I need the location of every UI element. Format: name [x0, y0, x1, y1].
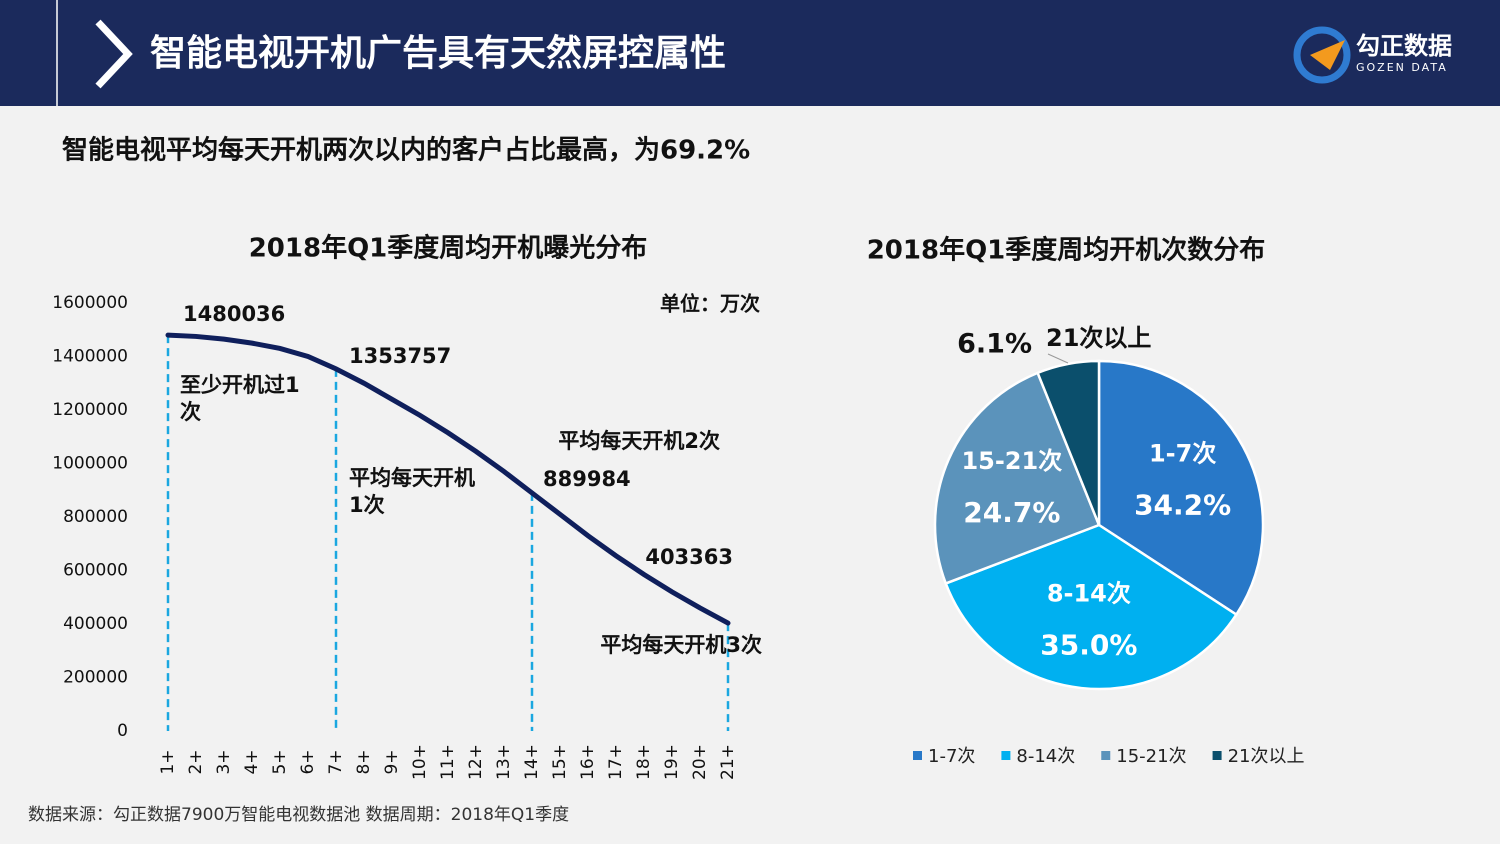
slice-label: 6.1%: [957, 329, 1032, 360]
x-tick-label: 5+: [270, 749, 290, 774]
unit-label: 单位：万次: [660, 292, 760, 316]
legend-swatch: [1001, 751, 1011, 760]
annotation: 平均每天开机2次: [558, 429, 720, 453]
annotation: 平均每天开机 1次: [349, 466, 475, 517]
x-tick-label: 12+: [466, 744, 486, 780]
leader-line: [1047, 353, 1069, 364]
line: [165, 332, 731, 626]
annotation: 至少开机过1 次: [180, 373, 300, 424]
source: 数据来源：勾正数据7900万智能电视数据池 数据周期：2018年Q1季度: [28, 805, 569, 825]
x-tick-label: 9+: [382, 749, 402, 774]
pie-slice: [944, 523, 1239, 691]
x-tick-label: 4+: [242, 749, 262, 774]
chart-title: 2018年Q1季度周均开机次数分布: [867, 235, 1266, 266]
x-tick-label: 11+: [438, 744, 458, 780]
slice-name: 1-7次: [1149, 440, 1216, 468]
data-label: 889984: [543, 467, 631, 491]
slice-label: 35.0%: [1040, 629, 1137, 662]
x-tick-label: 15+: [550, 744, 570, 780]
logo-text: 勾正数据: [1356, 32, 1452, 60]
slice-name: 15-21次: [961, 447, 1062, 475]
slice-label: 34.2%: [1134, 489, 1231, 522]
y-tick-label: 1200000: [52, 400, 128, 420]
y-tick-label: 800000: [63, 507, 128, 527]
y-tick-label: 1000000: [52, 454, 128, 474]
logo-icon: [1293, 26, 1351, 84]
y-tick-label: 200000: [63, 668, 128, 688]
x-tick-label: 16+: [578, 744, 598, 780]
y-tick-label: 1400000: [52, 347, 128, 367]
y-tick-label: 600000: [63, 561, 128, 581]
x-tick-label: 19+: [662, 744, 682, 780]
logo-icon: [1310, 40, 1345, 70]
chart-title: 2018年Q1季度周均开机曝光分布: [249, 233, 648, 264]
slice-label: 24.7%: [963, 496, 1060, 529]
pie-slice: [1036, 359, 1101, 526]
header-bar: [0, 0, 1500, 106]
subtitle: 智能电视平均每天开机两次以内的客户占比最高，为69.2%: [62, 135, 750, 166]
slice-name: 8-14次: [1047, 580, 1131, 608]
data-label: 1353757: [349, 344, 451, 368]
y-tick-label: 1600000: [52, 293, 128, 313]
x-tick-label: 6+: [298, 749, 318, 774]
legend-label: 1-7次: [928, 746, 975, 767]
x-tick-label: 10+: [410, 744, 430, 780]
annotation: 平均每天开机3次: [600, 633, 762, 657]
legend-swatch: [1212, 751, 1222, 760]
x-tick-label: 13+: [494, 744, 514, 780]
legend-label: 21次以上: [1228, 746, 1305, 767]
x-tick-label: 21+: [718, 744, 738, 780]
x-tick-label: 2+: [186, 749, 206, 774]
logo-sub: GOZEN DATA: [1356, 61, 1448, 74]
legend-swatch: [1101, 751, 1111, 760]
x-tick-label: 8+: [354, 749, 374, 774]
data-label: 403363: [645, 545, 733, 569]
x-tick-label: 14+: [522, 744, 542, 780]
chevron: [95, 19, 133, 89]
x-tick-label: 3+: [214, 749, 234, 774]
header-title: 智能电视开机广告具有天然屏控属性: [150, 32, 726, 74]
y-tick-label: 400000: [63, 614, 128, 634]
x-tick-label: 18+: [634, 744, 654, 780]
slice-name: 21次以上: [1046, 324, 1151, 352]
y-tick-label: 0: [117, 721, 128, 741]
x-tick-label: 20+: [690, 744, 710, 780]
legend-swatch: [913, 751, 922, 760]
legend-label: 8-14次: [1016, 746, 1075, 767]
data-label: 1480036: [183, 302, 285, 326]
legend-label: 15-21次: [1116, 746, 1186, 767]
x-tick-label: 1+: [158, 749, 178, 774]
x-tick-label: 17+: [606, 744, 626, 780]
x-tick-label: 7+: [326, 749, 346, 774]
